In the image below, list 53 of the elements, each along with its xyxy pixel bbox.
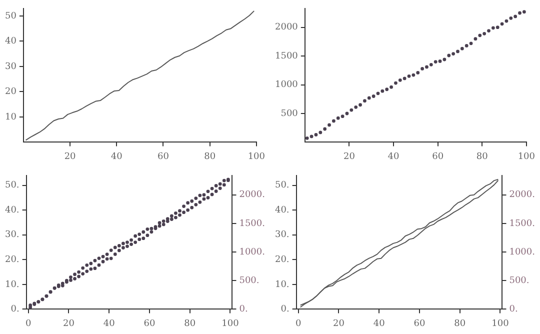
- y-tick-label: 50.: [4, 180, 20, 191]
- y2-tick-label: 0.: [509, 304, 518, 315]
- y-tick-label: 500: [280, 108, 298, 119]
- x-tick-label: 40: [388, 152, 400, 162]
- x-tick-label: 20: [62, 318, 75, 329]
- y-tick-label: 50.: [274, 180, 290, 191]
- y-tick-label: 40.: [4, 205, 20, 216]
- x-tick-label: 60: [414, 318, 426, 329]
- y-tick-label: 10.: [274, 280, 290, 290]
- x-tick-label: 100: [492, 318, 510, 329]
- y2-tick-label: 1500.: [509, 218, 536, 229]
- x-tick-label: 20: [64, 152, 76, 162]
- y2-tick-label: 2000.: [509, 190, 536, 200]
- y-tick-label: 2000: [275, 22, 298, 33]
- y-tick-label: 40: [5, 36, 17, 47]
- y2-tick-label: 2000.: [239, 190, 266, 200]
- y-tick-label: 40.: [274, 205, 290, 216]
- x-tick-label: 100: [518, 152, 536, 162]
- y-tick-label: 30: [5, 62, 17, 72]
- y2-tick-label: 0.: [239, 304, 248, 315]
- x-tick-label: 40: [373, 318, 386, 329]
- y-tick-label: 0.: [10, 304, 20, 315]
- y-tick-label: 1000: [275, 80, 298, 90]
- y-tick-label: 20: [5, 87, 17, 98]
- y-tick-label: 30.: [274, 230, 290, 240]
- x-tick-label: 80: [204, 152, 216, 162]
- x-tick-label: 60: [144, 318, 156, 329]
- x-tick-label: 100: [248, 152, 266, 162]
- x-tick-label: 80: [476, 152, 488, 162]
- x-tick-label: 40: [110, 152, 123, 162]
- x-tick-label: 80: [184, 318, 196, 329]
- y2-tick-label: 1000.: [239, 247, 266, 258]
- x-tick-label: 0: [25, 318, 32, 329]
- y-tick-label: 20.: [274, 254, 290, 265]
- y-tick-label: 10.: [4, 280, 20, 290]
- y2-tick-label: 1000.: [509, 247, 536, 258]
- x-tick-label: 0: [295, 318, 302, 329]
- x-tick-label: 20: [332, 318, 345, 329]
- y2-tick-label: 1500.: [239, 218, 266, 229]
- y-tick-label: 20.: [4, 254, 20, 265]
- y-tick-label: 1500: [275, 51, 298, 62]
- x-tick-label: 100: [222, 318, 240, 329]
- x-tick-label: 20: [343, 152, 356, 162]
- y-tick-label: 10: [5, 112, 17, 122]
- x-tick-label: 60: [158, 152, 170, 162]
- y-tick-label: 50: [5, 11, 17, 22]
- y-tick-label: 30.: [4, 230, 20, 240]
- y2-tick-label: 500.: [509, 276, 530, 286]
- x-tick-label: 40: [103, 318, 116, 329]
- x-tick-label: 80: [454, 318, 466, 329]
- x-tick-label: 60: [432, 152, 444, 162]
- y2-tick-label: 500.: [239, 276, 260, 286]
- y-tick-label: 0.: [280, 304, 290, 315]
